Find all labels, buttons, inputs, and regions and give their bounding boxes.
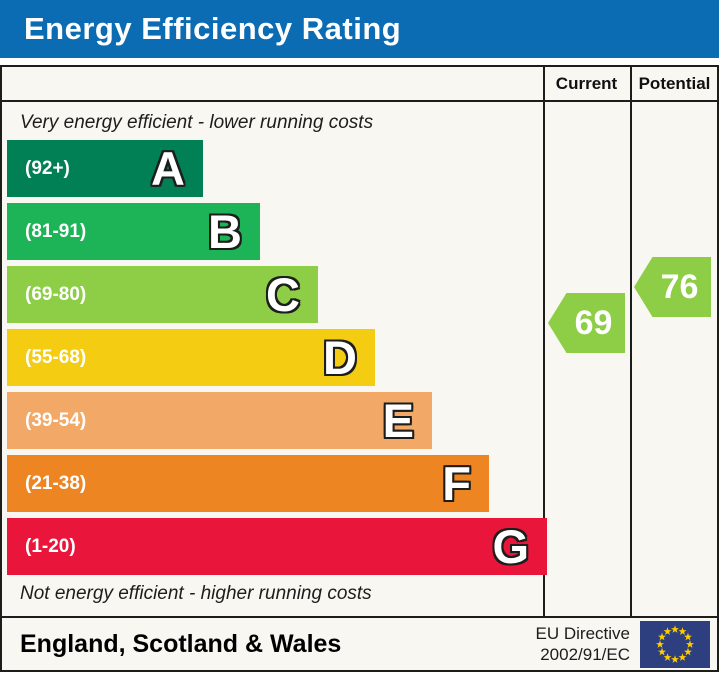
- eu-directive-line1: EU Directive: [535, 624, 630, 643]
- band-bar-f: (21-38) F: [7, 455, 489, 512]
- potential-rating-arrow: 76: [634, 257, 711, 317]
- region-label: England, Scotland & Wales: [20, 629, 342, 658]
- title-bar: Energy Efficiency Rating: [0, 0, 719, 58]
- band-letter: E: [382, 394, 414, 447]
- band-range-label: (1-20): [25, 536, 76, 557]
- current-rating-value: 69: [574, 303, 613, 342]
- band-letter: B: [208, 205, 242, 258]
- band-letter: F: [442, 457, 471, 510]
- eu-directive-line2: 2002/91/EC: [540, 645, 630, 664]
- band-bar-d: (55-68) D: [7, 329, 375, 386]
- eu-directive-label: EU Directive 2002/91/EC: [536, 623, 630, 665]
- current-column-divider: [543, 67, 545, 616]
- band-letter: D: [323, 331, 357, 384]
- potential-column-header: Potential: [638, 74, 711, 93]
- band-range-label: (21-38): [25, 473, 87, 494]
- column-header-row: Current Potential: [2, 67, 717, 102]
- band-range-label: (39-54): [25, 410, 87, 431]
- current-rating-arrow: 69: [548, 293, 625, 353]
- band-bar-a: (92+) A: [7, 140, 203, 197]
- band-list: (92+) A (81-91) B (69-80) C (55-68) D (3…: [7, 140, 547, 581]
- band-range-label: (69-80): [25, 284, 87, 305]
- band-bar-c: (69-80) C: [7, 266, 318, 323]
- page-title: Energy Efficiency Rating: [24, 11, 402, 46]
- potential-column-divider: [630, 67, 632, 616]
- footer-bar: England, Scotland & Wales EU Directive 2…: [0, 618, 719, 672]
- potential-rating-value: 76: [660, 267, 699, 306]
- band-letter: G: [492, 520, 529, 573]
- band-letter: C: [266, 268, 300, 321]
- rating-chart: Current Potential Very energy efficient …: [0, 65, 719, 618]
- band-letter: A: [151, 142, 185, 195]
- eu-flag-icon: [640, 620, 710, 668]
- band-bar-e: (39-54) E: [7, 392, 432, 449]
- bottom-note: Not energy efficient - higher running co…: [20, 583, 372, 604]
- band-range-label: (81-91): [25, 221, 87, 242]
- top-note: Very energy efficient - lower running co…: [20, 112, 374, 133]
- band-bar-b: (81-91) B: [7, 203, 260, 260]
- current-column-header: Current: [555, 74, 618, 93]
- band-range-label: (92+): [25, 158, 70, 179]
- band-range-label: (55-68): [25, 347, 87, 368]
- band-bar-g: (1-20) G: [7, 518, 547, 575]
